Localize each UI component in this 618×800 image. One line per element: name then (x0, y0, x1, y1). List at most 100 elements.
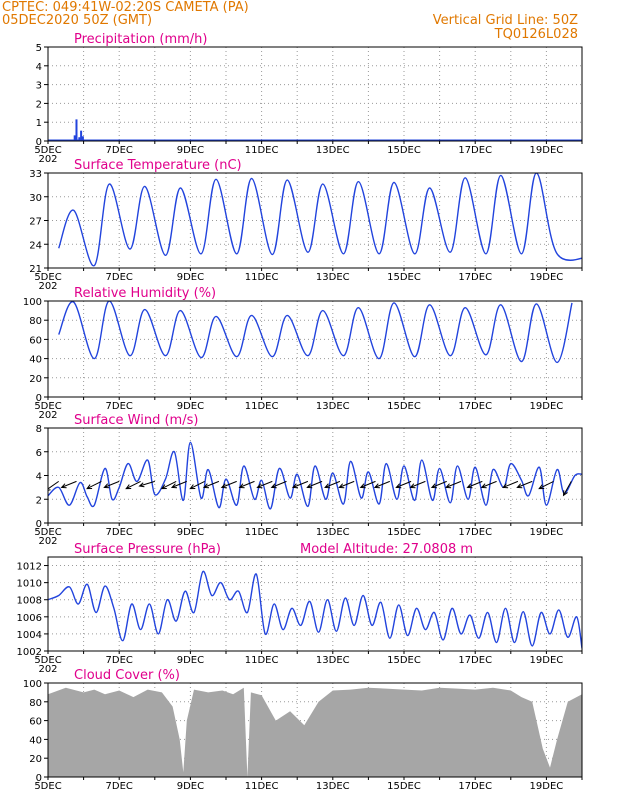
surface-temperature-xtick-label: 19DEC (530, 272, 564, 283)
surface-wind-arrow (220, 480, 237, 489)
surface-wind-xtick-label: 13DEC (316, 527, 350, 538)
relative-humidity-ytick-label: 0 (36, 393, 42, 404)
surface-temperature-ytick-label: 30 (29, 193, 42, 204)
relative-humidity-panel: 0 20 40 60 80 100 5DEC 7DEC 9DEC 11DEC 13DEC 15DEC 1… (23, 286, 583, 421)
surface-wind-arrow (270, 480, 287, 489)
surface-pressure-xtick-label: 15DEC (387, 655, 421, 666)
surface-wind-arrow (202, 480, 220, 489)
surface-temperature-xtick-label: 11DEC (245, 272, 279, 283)
cloud-cover-xtick-label: 15DEC (387, 781, 421, 792)
surface-wind-xtick-label: 9DEC (177, 527, 204, 538)
cloud-cover-ytick-label: 100 (23, 679, 42, 690)
precipitation-ytick-label: 4 (36, 62, 42, 73)
relative-humidity-xtick-label: 17DEC (458, 401, 492, 412)
surface-pressure-xtick-label: 9DEC (177, 655, 204, 666)
cloud-cover-area (48, 687, 582, 777)
cloud-cover-ytick-label: 80 (29, 698, 42, 709)
surface-wind-arrow (373, 480, 390, 489)
cloud-cover-ytick-label: 20 (29, 754, 42, 765)
surface-wind-arrow (395, 480, 412, 489)
surface-wind-ytick-label: 2 (36, 495, 42, 506)
surface-wind-arrow (324, 480, 341, 489)
surface-wind-arrow (238, 480, 255, 489)
surface-temperature-ytick-label: 33 (29, 169, 42, 180)
precipitation-bar (73, 135, 76, 141)
surface-pressure-title: Surface Pressure (hPa) (74, 542, 221, 557)
surface-pressure-ytick-label: 1012 (17, 562, 42, 573)
precipitation-xtick-label: 5DEC (34, 145, 61, 156)
relative-humidity-xtick-label: 9DEC (177, 401, 204, 412)
precipitation-ytick-label: 5 (36, 43, 42, 54)
cloud-cover-ytick-label: 0 (36, 773, 42, 784)
surface-temperature-ytick-label: 24 (29, 240, 42, 251)
surface-wind-xtick-label: 15DEC (387, 527, 421, 538)
precipitation-xtick-label: 15DEC (387, 145, 421, 156)
precipitation-bar (81, 136, 84, 141)
header-grid-note: Vertical Grid Line: 50Z (433, 13, 578, 28)
relative-humidity-ytick-label: 100 (23, 297, 42, 308)
surface-wind-line (48, 441, 582, 510)
surface-pressure-ytick-label: 1002 (17, 647, 42, 658)
relative-humidity-ytick-label: 40 (29, 355, 42, 366)
cloud-cover-xtick-label: 17DEC (458, 781, 492, 792)
surface-wind-arrow (160, 480, 177, 490)
relative-humidity-xtick-label: 7DEC (106, 401, 133, 412)
relative-humidity-data (58, 301, 573, 364)
meteogram-panels: 0 1 2 3 4 5 5DEC 7DEC 9DEC 11DEC 13DEC 15DEC 17DEC 19… (17, 32, 583, 792)
surface-pressure-xtick-label: 17DEC (458, 655, 492, 666)
surface-pressure-line (48, 570, 582, 649)
precipitation-frame (47, 46, 583, 142)
surface-wind-ytick-label: 8 (36, 424, 42, 435)
surface-temperature-xtick-label: 17DEC (458, 272, 492, 283)
precipitation-data (48, 119, 582, 141)
surface-pressure-ytick-label: 1006 (17, 613, 42, 624)
surface-wind-arrow (466, 480, 483, 489)
surface-pressure-ytick-label: 1010 (17, 579, 42, 590)
surface-temperature-xtick-label: 5DEC (34, 272, 61, 283)
surface-pressure-ytick-label: 1004 (17, 630, 42, 641)
surface-pressure-frame (47, 556, 583, 652)
surface-wind-xtick-label: 17DEC (458, 527, 492, 538)
surface-wind-data (48, 441, 582, 510)
surface-wind-arrow (409, 480, 426, 489)
surface-wind-ytick-label: 0 (36, 519, 42, 530)
cloud-cover-panel: 0 20 40 60 80 100 5DEC 7DEC 9DEC 11DEC 13DEC 15DEC 1… (23, 668, 583, 792)
precipitation-ytick-label: 1 (36, 118, 42, 129)
precipitation-xtick-label: 17DEC (458, 145, 492, 156)
surface-wind-arrow (138, 480, 155, 488)
surface-temperature-panel: 21 24 27 30 33 5DEC 7DEC 9DEC 11DEC 13DEC 15DEC 17D… (29, 158, 583, 292)
precipitation-ytick-label: 2 (36, 99, 42, 110)
relative-humidity-frame (47, 300, 583, 398)
surface-pressure-data (48, 570, 582, 649)
cloud-cover-xtick-label: 13DEC (316, 781, 350, 792)
surface-wind-arrow (103, 480, 120, 489)
surface-temperature-year-label: 202 (38, 281, 57, 292)
surface-wind-xtick-label: 7DEC (106, 527, 133, 538)
header-run-time: 05DEC2020 50Z (GMT) (2, 13, 152, 28)
surface-wind-arrow (430, 480, 447, 489)
relative-humidity-line (58, 301, 573, 364)
surface-wind-arrow (359, 480, 376, 489)
relative-humidity-title: Relative Humidity (%) (74, 286, 216, 301)
surface-wind-arrow (60, 480, 77, 489)
cloud-cover-xtick-label: 11DEC (245, 781, 279, 792)
surface-wind-arrow (538, 480, 554, 490)
surface-pressure-annotation: Model Altitude: 27.0808 m (300, 542, 473, 557)
surface-wind-arrow (562, 481, 572, 497)
surface-wind-arrow (48, 480, 59, 491)
precipitation-bar (78, 137, 81, 141)
surface-wind-arrow (170, 480, 187, 489)
precipitation-xtick-label: 13DEC (316, 145, 350, 156)
surface-temperature-xtick-label: 13DEC (316, 272, 350, 283)
relative-humidity-xtick-label: 13DEC (316, 401, 350, 412)
surface-pressure-year-label: 202 (38, 664, 57, 675)
surface-wind-xtick-label: 5DEC (34, 527, 61, 538)
surface-pressure-panel: 1002 1004 1006 1008 1010 1012 5DEC 7DEC 9DEC 11DE… (17, 542, 583, 675)
surface-wind-arrow (445, 480, 462, 489)
surface-temperature-ytick-label: 21 (29, 264, 42, 275)
surface-temperature-xtick-label: 9DEC (177, 272, 204, 283)
relative-humidity-xtick-label: 11DEC (245, 401, 279, 412)
relative-humidity-xtick-label: 19DEC (530, 401, 564, 412)
precipitation-xtick-label: 19DEC (530, 145, 564, 156)
precipitation-xtick-label: 9DEC (177, 145, 204, 156)
